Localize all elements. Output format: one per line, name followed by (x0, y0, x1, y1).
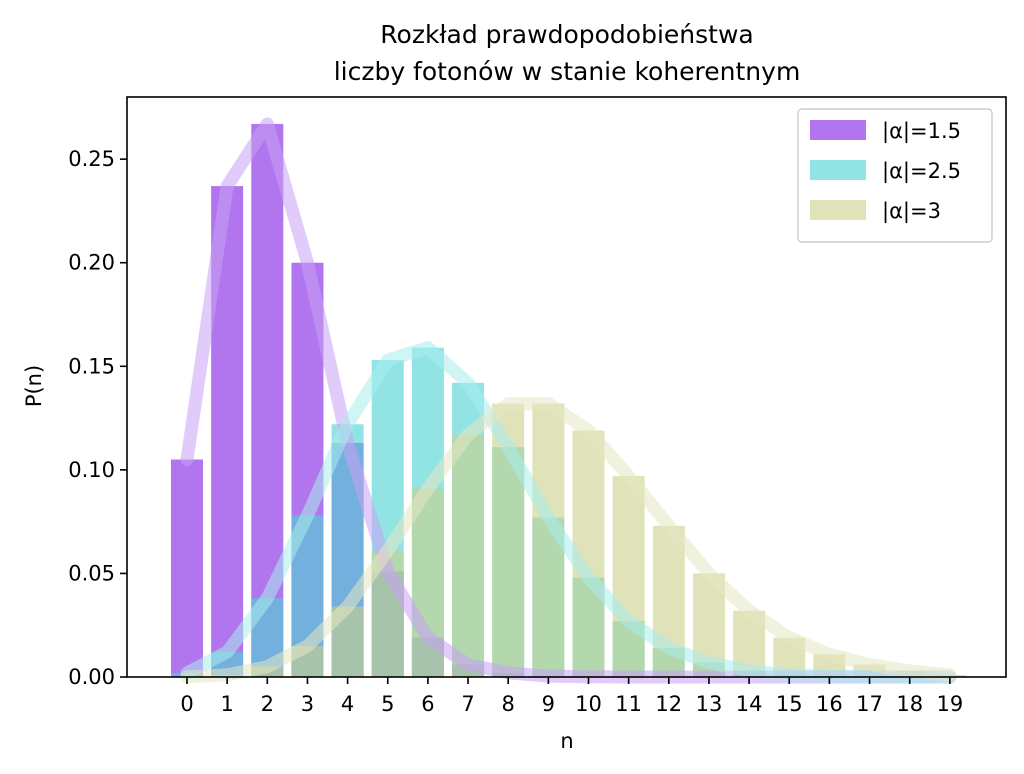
bar (613, 476, 645, 677)
x-tick-label: 2 (261, 692, 274, 716)
y-tick-label: 0.10 (68, 458, 115, 482)
legend-label: |α|=1.5 (882, 119, 961, 144)
legend-label: |α|=2.5 (882, 159, 961, 184)
x-tick-label: 4 (341, 692, 354, 716)
x-tick-label: 19 (936, 692, 963, 716)
x-tick-label: 7 (461, 692, 474, 716)
legend: |α|=1.5 |α|=2.5 |α|=3 (798, 109, 992, 242)
y-tick-label: 0.20 (68, 251, 115, 275)
x-tick-label: 6 (421, 692, 434, 716)
x-tick-label: 12 (655, 692, 682, 716)
y-axis: 0.00 0.05 0.10 0.15 0.20 0.25 (68, 147, 127, 689)
x-tick-label: 5 (381, 692, 394, 716)
bar (171, 460, 203, 678)
x-tick-label: 1 (220, 692, 233, 716)
x-tick-label: 18 (896, 692, 923, 716)
x-tick-label: 14 (736, 692, 763, 716)
y-tick-label: 0.15 (68, 354, 115, 378)
legend-swatch (810, 120, 866, 140)
y-axis-label: P(n) (22, 365, 46, 407)
y-tick-label: 0.25 (68, 147, 115, 171)
x-tick-label: 17 (856, 692, 883, 716)
x-tick-label: 13 (696, 692, 723, 716)
bar (452, 435, 484, 677)
legend-label: |α|=3 (882, 199, 941, 224)
y-tick-label: 0.00 (68, 665, 115, 689)
x-tick-label: 8 (502, 692, 515, 716)
chart-title-line-1: Rozkład prawdopodobieństwa (380, 20, 753, 49)
x-tick-label: 11 (615, 692, 642, 716)
x-tick-label: 9 (542, 692, 555, 716)
x-tick-label: 16 (816, 692, 843, 716)
x-tick-label: 15 (776, 692, 803, 716)
x-tick-label: 3 (301, 692, 314, 716)
y-tick-label: 0.05 (68, 561, 115, 585)
x-tick-label: 10 (575, 692, 602, 716)
legend-swatch (810, 200, 866, 220)
legend-swatch (810, 160, 866, 180)
chart-title: Rozkład prawdopodobieństwa liczby fotonó… (334, 20, 801, 86)
x-axis-label: n (560, 729, 573, 753)
chart-title-line-2: liczby fotonów w stanie koherentnym (334, 57, 801, 86)
x-tick-label: 0 (180, 692, 193, 716)
